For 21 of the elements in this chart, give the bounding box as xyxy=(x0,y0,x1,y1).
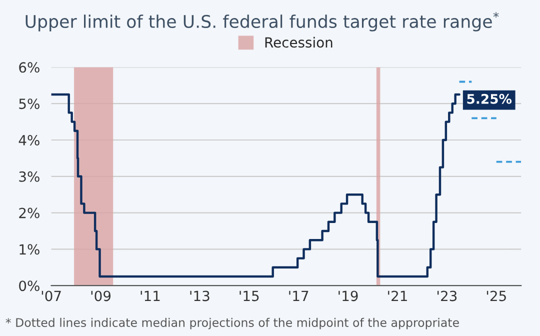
chart-title: Upper limit of the U.S. federal funds target rate range$^{*}$ xyxy=(26,12,499,32)
x-tick-label: '09 xyxy=(91,290,111,302)
x-tick-label: '19 xyxy=(338,290,358,302)
y-tick-label: 1% xyxy=(20,244,40,255)
x-tick-label: '21 xyxy=(388,290,407,302)
x-tick-label: '07 xyxy=(42,290,61,302)
y-tick-label: 3% xyxy=(19,171,40,182)
text: * Dotted lines indicate median projections of the midpoint of the appropriate xyxy=(6,318,459,330)
y-tick-label: 0% xyxy=(19,280,40,292)
y-tick-label: 2% xyxy=(19,208,40,218)
legend-label: Recession xyxy=(265,36,332,48)
data-label: 5.25% xyxy=(467,94,512,104)
y-tick-label: 5% xyxy=(19,98,40,110)
y-tick-label: 6% xyxy=(19,62,40,73)
x-tick-label: '13 xyxy=(190,290,210,302)
x-tick-label: '23 xyxy=(438,290,457,302)
x-tick-label: '11 xyxy=(140,290,160,302)
y-tick-label: 4% xyxy=(18,134,40,146)
x-tick-label: '15 xyxy=(240,290,259,302)
x-tick-label: '25 xyxy=(486,290,506,302)
x-tick-label: '17 xyxy=(289,290,308,302)
